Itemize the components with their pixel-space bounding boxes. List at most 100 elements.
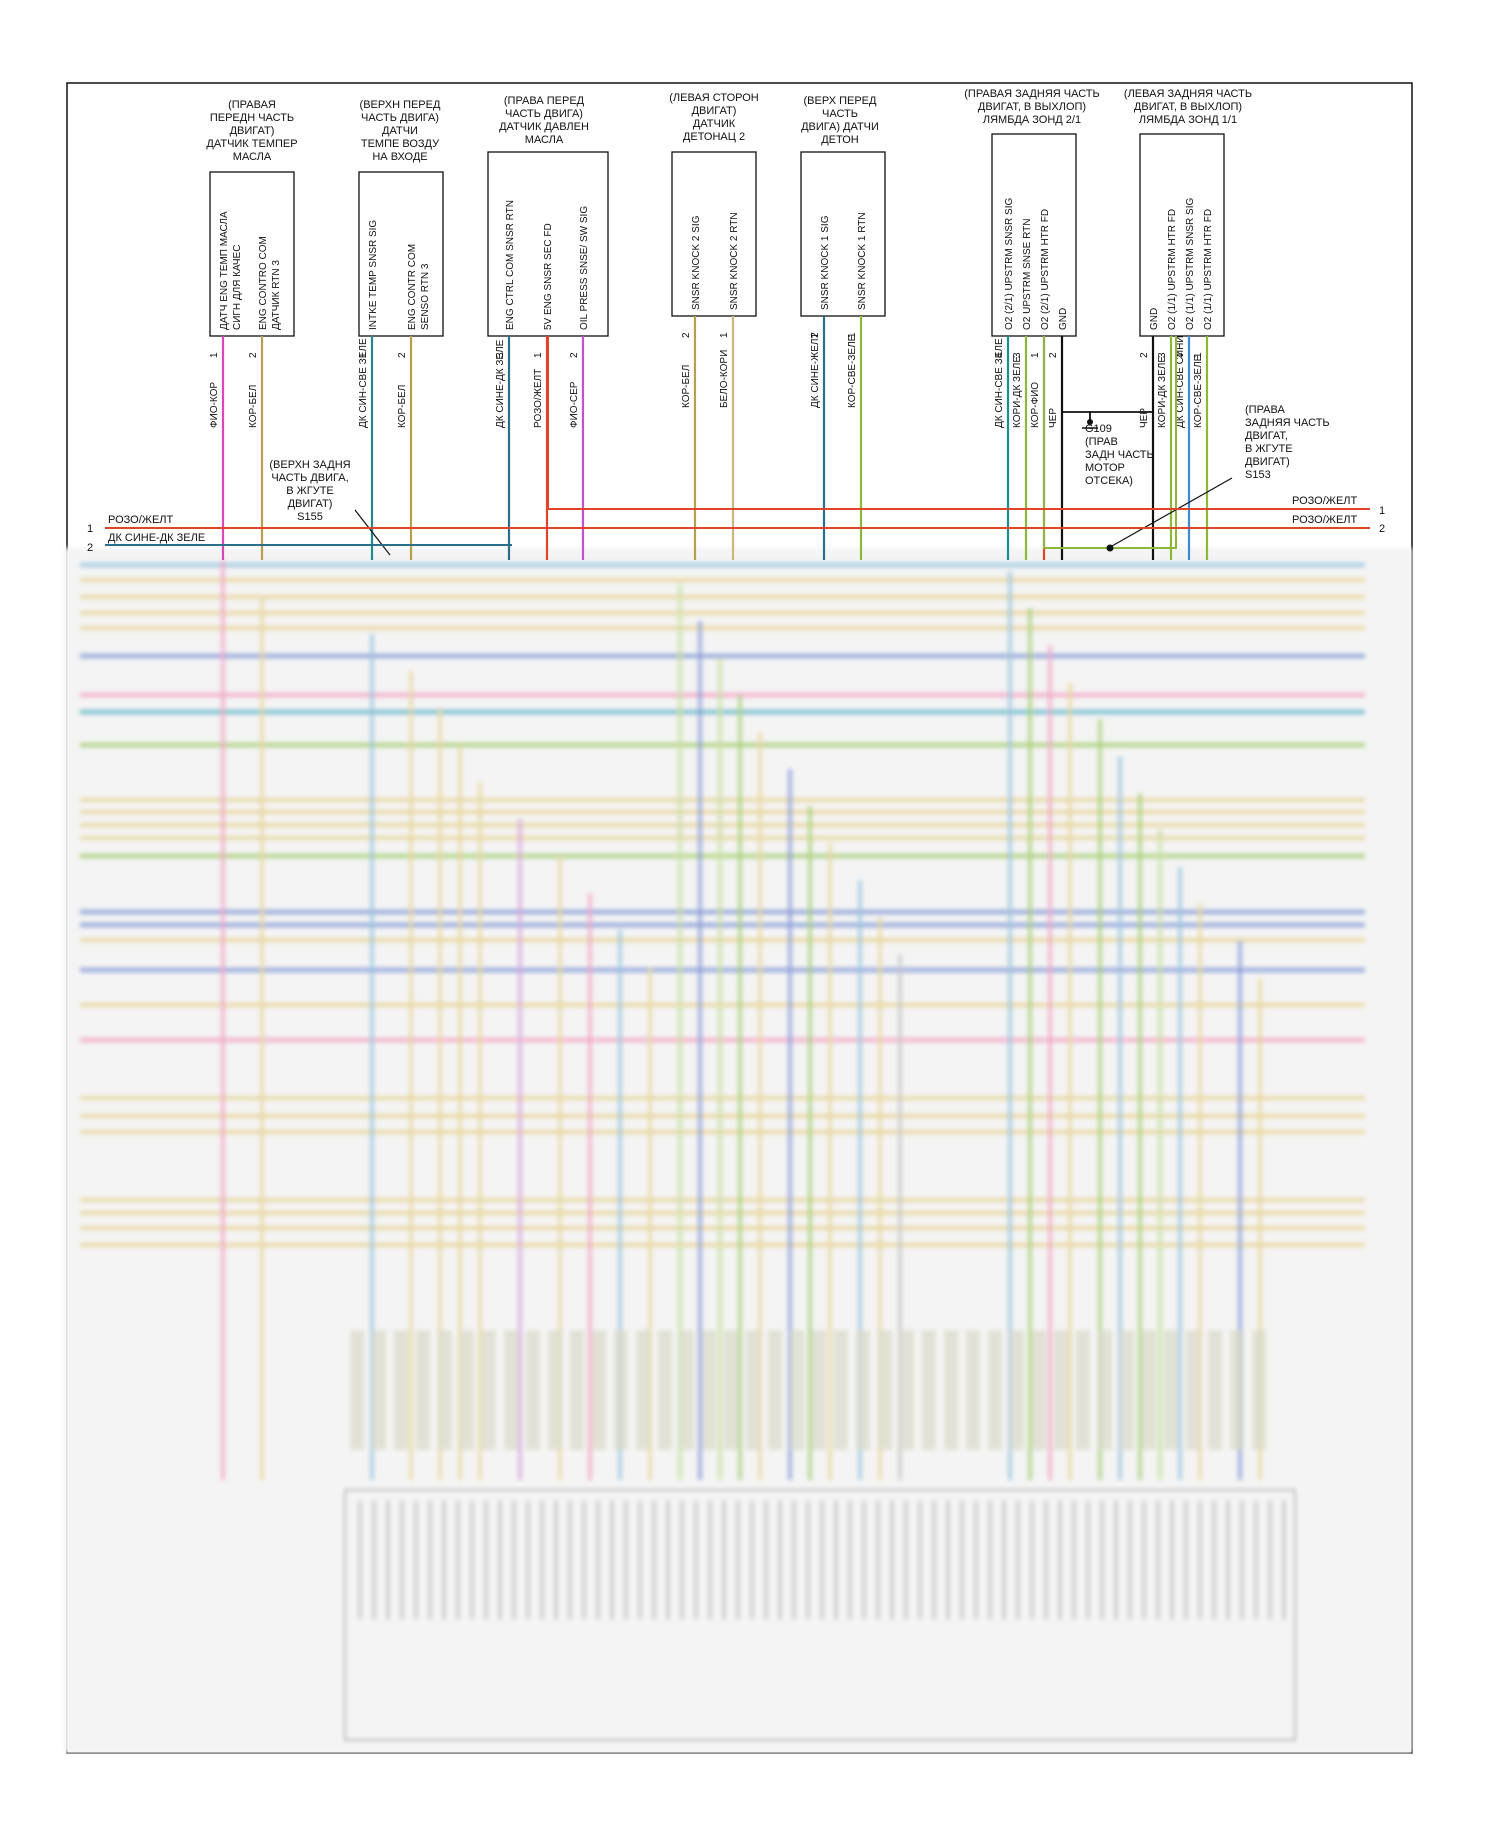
component-title-line: ДВИГАТ, В ВЫХЛОП) <box>1134 101 1242 113</box>
pin-signal-label: OIL PRESS SNSE/ SW SIG <box>579 206 590 330</box>
connector-box <box>991 133 1077 337</box>
wire-color-label: КОР-СВЕ-ЗЕЛЕ <box>1193 354 1204 428</box>
component-title-line: ДАТЧИК ТЕМПЕР <box>206 138 297 150</box>
component-title-line: (ПРАВАЯ ЗАДНЯЯ ЧАСТЬ <box>964 88 1099 100</box>
pin-number: 1 <box>1030 352 1041 358</box>
blurred-connector <box>1032 1330 1046 1450</box>
component-title-line: ДВИГА) ДАТЧИ <box>801 121 879 133</box>
blurred-connector <box>394 1330 408 1450</box>
blurred-connector <box>438 1330 452 1450</box>
pin-signal-label: ДАТЧ ENG ТЕМП МАСЛА СИГН ДЛЯ КАЧЕС <box>219 211 243 330</box>
component-title-line: МАСЛА <box>233 151 272 163</box>
component-title-line: (ВЕРХН ПЕРЕД <box>360 99 441 111</box>
splice-label-line: ДВИГАТ, <box>1245 430 1288 442</box>
pin-number: 3 <box>1012 352 1023 358</box>
blurred-connector <box>1054 1330 1068 1450</box>
wire-color-label: КОР-БЕЛ <box>397 385 408 428</box>
splice-label-line: (ВЕРХН ЗАДНЯ <box>269 459 350 471</box>
blurred-connector <box>966 1330 980 1450</box>
pin-number: 1 <box>719 332 730 338</box>
component-title-line: ДВИГАТ, В ВЫХЛОП) <box>978 101 1086 113</box>
wire-color-label: РОЗО/ЖЕЛТ <box>533 369 544 428</box>
o2-ground-link-1 <box>1061 336 1090 413</box>
pin-number: 1 <box>358 352 369 358</box>
splice-label-line: ЗАДН ЧАСТЬ <box>1085 449 1154 461</box>
bus-label-1-right: РОЗО/ЖЕЛТ <box>1292 495 1357 507</box>
splice-s155-pointer <box>354 509 391 556</box>
splice-label-line: S153 <box>1245 469 1271 481</box>
wire-color-label: БЕЛО-КОРИ <box>719 350 730 408</box>
wire-color-label: ДК СИНЕ-ДК ЗЕЛЕ <box>495 339 506 428</box>
component-title-line: (ВЕРХ ПЕРЕД <box>804 95 877 107</box>
blurred-connector <box>372 1330 386 1450</box>
component-title-line: ДВИГАТ) <box>230 125 275 137</box>
pin-signal-label: SNSR KNOCK 2 SIG <box>691 215 702 310</box>
blurred-connector <box>768 1330 782 1450</box>
pin-number: 3 <box>1157 352 1168 358</box>
pin-number: 2 <box>569 352 580 358</box>
pin-number: 2 <box>1139 352 1150 358</box>
component-title-line: (ПРАВА ПЕРЕД <box>504 95 585 107</box>
pin-number: 1 <box>847 332 858 338</box>
connector-box <box>800 151 886 317</box>
wire-color-label: КОР-БЕЛ <box>681 365 692 408</box>
blurred-connector <box>680 1330 694 1450</box>
blurred-connector <box>636 1330 650 1450</box>
blurred-connector <box>812 1330 826 1450</box>
blurred-connector <box>856 1330 870 1450</box>
pin-signal-label: 5V ENG SNSR SEC FD <box>543 223 554 330</box>
wire-color-label: ЧЕР <box>1048 408 1059 428</box>
splice-label-line: S155 <box>297 511 323 523</box>
splice-label-line: (ПРАВ <box>1085 436 1118 448</box>
blurred-connector <box>658 1330 672 1450</box>
pin-signal-label: O2 UPSTRM SNSE RTN <box>1022 219 1033 331</box>
blurred-connector <box>702 1330 716 1450</box>
splice-label-line: МОТОР <box>1085 462 1125 474</box>
wire-color-label: КОРИ-ДК ЗЕЛЕ <box>1012 356 1023 428</box>
component-title-line: ТЕМПЕ ВОЗДУ <box>361 138 440 150</box>
pin-number: 4 <box>1175 352 1186 358</box>
blurred-connector <box>548 1330 562 1450</box>
wire-color-label: ДК СИН-СВЕ ЗЕЛЕ <box>358 338 369 428</box>
wire-color-label: КОР-БЕЛ <box>248 385 259 428</box>
blurred-connector <box>1076 1330 1090 1450</box>
bus-num-1-right: 1 <box>1379 505 1385 517</box>
blurred-connector <box>504 1330 518 1450</box>
blurred-connector <box>350 1330 364 1450</box>
wire-color-label: КОРИ-ДК ЗЕЛЕ <box>1157 356 1168 428</box>
wire-color-label: ДК СИН-СВЕ СИНИ <box>1175 336 1186 429</box>
connector-box <box>209 171 295 337</box>
blurred-connector <box>1098 1330 1112 1450</box>
pin-number: 1 <box>533 352 544 358</box>
wire-color-label: ФИО-КОР <box>209 382 220 428</box>
component-title-line: НА ВХОДЕ <box>372 151 427 163</box>
connector-box <box>358 171 444 337</box>
bus-label-1-left: РОЗО/ЖЕЛТ <box>108 514 173 526</box>
component-title-line: ЧАСТЬ ДВИГА) <box>361 112 439 124</box>
splice-label-line: ДВИГАТ) <box>1245 456 1290 468</box>
blurred-connector <box>1164 1330 1178 1450</box>
connector-box <box>1139 133 1225 337</box>
wire-color-label: ДК СИНЕ-ЖЕЛТ <box>810 332 821 408</box>
blurred-connector <box>746 1330 760 1450</box>
blurred-connector <box>592 1330 606 1450</box>
pin-number: 2 <box>397 352 408 358</box>
blurred-connector <box>724 1330 738 1450</box>
blurred-connector <box>570 1330 584 1450</box>
pin-signal-label: SNSR KNOCK 1 RTN <box>857 212 868 310</box>
bus-label-2-right: РОЗО/ЖЕЛТ <box>1292 514 1357 526</box>
ground-g109-dot <box>1087 419 1093 425</box>
component-title-line: ЧАСТЬ ДВИГА) <box>505 108 583 120</box>
pin-number: 2 <box>681 332 692 338</box>
blurred-connector <box>1252 1330 1266 1450</box>
blurred-connector <box>834 1330 848 1450</box>
pin-signal-label: ENG CONTRO COM ДАТЧИК RTN 3 <box>258 236 282 330</box>
pin-number: 2 <box>810 332 821 338</box>
pin-signal-label: O2 (2/1) UPSTRM SNSR SIG <box>1004 198 1015 330</box>
